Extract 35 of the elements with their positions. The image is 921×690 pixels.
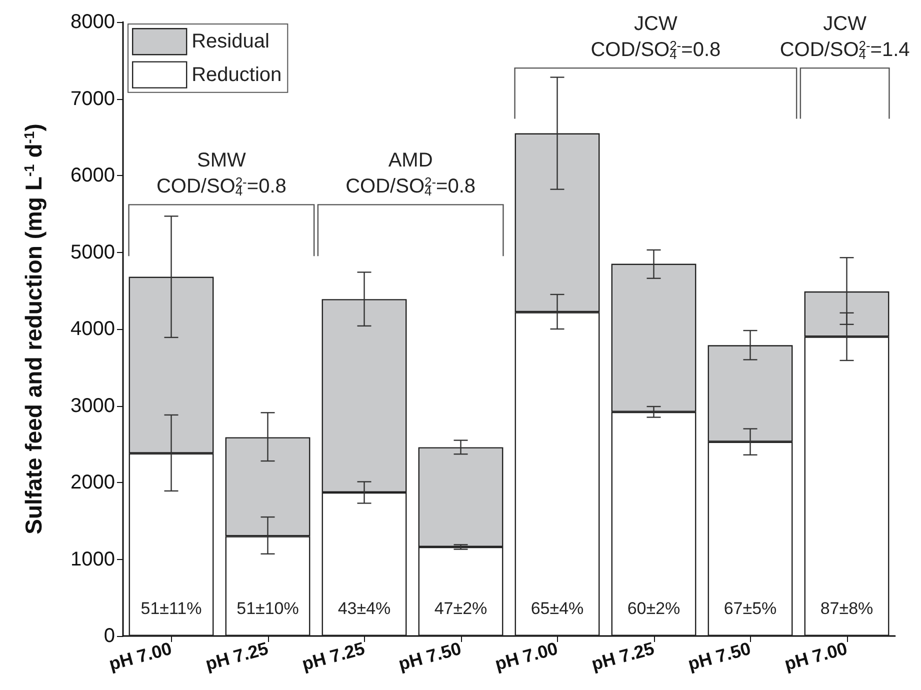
annotation: 67±5%: [724, 599, 777, 618]
annotation: JCW: [823, 13, 867, 36]
y-tick-label: 1000: [70, 548, 115, 570]
y-tick-label: 6000: [70, 164, 115, 186]
x-tick-label: pH 7.50: [396, 638, 464, 674]
x-tick-label: pH 7.25: [300, 638, 367, 674]
y-tick-label: 7000: [70, 88, 115, 110]
annotation: 47±2%: [434, 599, 488, 618]
x-tick-label: pH 7.50: [686, 638, 753, 674]
legend-label: Reduction: [192, 64, 282, 86]
annotation: 60±2%: [627, 599, 680, 618]
annotation: 43±4%: [338, 599, 391, 618]
annotation: SMW: [196, 150, 246, 172]
x-tick-label: pH 7.00: [492, 638, 560, 674]
y-tick-label: 3000: [70, 394, 115, 417]
y-tick-label: 8000: [70, 11, 115, 33]
y-tick-label: 0: [104, 625, 115, 647]
y-tick-label: 4000: [70, 318, 115, 340]
annotation: COD/SO$_{4}$$^{2-}$=0.8: [156, 174, 286, 199]
x-tick-label: pH 7.00: [782, 638, 850, 674]
annotation: 51±11%: [140, 599, 202, 618]
annotation: 87±8%: [820, 599, 874, 618]
y-axis-title: Sulfate feed and reduction (mg L-1 d-1): [20, 124, 46, 534]
annotation: COD/SO$_{4}$$^{2-}$=0.8: [590, 38, 721, 62]
y-tick-label: 2000: [70, 472, 115, 494]
annotation: COD/SO$_{4}$$^{2-}$=1.4: [780, 38, 910, 62]
annotation: JCW: [634, 13, 678, 36]
annotation: COD/SO$_{4}$$^{2-}$=0.8: [346, 174, 476, 199]
x-tick-label: pH 7.25: [203, 638, 270, 674]
y-tick-label: 5000: [70, 241, 115, 264]
annotation: 65±4%: [530, 599, 584, 618]
x-tick-label: pH 7.25: [589, 638, 656, 674]
legend-label: Residual: [192, 30, 270, 53]
annotation: AMD: [388, 150, 433, 172]
annotation: 51±10%: [236, 599, 299, 618]
